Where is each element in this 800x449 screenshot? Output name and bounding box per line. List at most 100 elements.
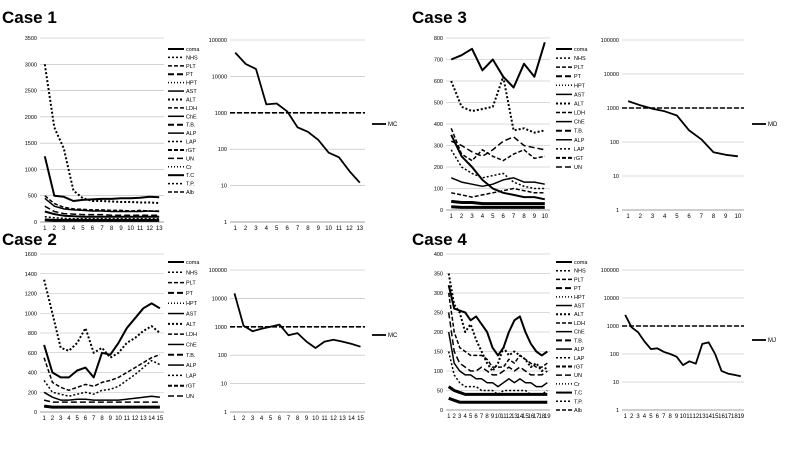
legend-entry: T.C	[186, 173, 194, 179]
legend-entry: NHS	[186, 270, 198, 276]
legend-entry: T.B.	[186, 353, 196, 359]
x-tick-label: 8	[668, 414, 672, 420]
legend-entry: T.B.	[574, 129, 584, 135]
legend-entry: PT	[574, 74, 582, 80]
y-tick-label: 400	[434, 252, 443, 258]
series-line	[450, 136, 545, 158]
y-tick-label: 200	[434, 165, 443, 171]
legend-entry: LDH	[186, 106, 197, 112]
y-tick-label: 1600	[25, 252, 37, 258]
legend-entry: LDH	[574, 321, 585, 327]
x-tick-label: 8	[296, 416, 300, 422]
y-tick-label: 350	[434, 272, 443, 278]
x-tick-label: 18	[538, 414, 545, 420]
x-tick-label: 5	[675, 214, 679, 220]
series-line	[447, 385, 548, 396]
legend-entry: PLT	[186, 281, 196, 287]
legend-entry: AST	[186, 89, 197, 95]
x-tick-label: 8	[712, 214, 716, 220]
y-tick-label: 0	[34, 410, 37, 416]
x-tick-label: 5	[269, 416, 273, 422]
x-tick-label: 13	[140, 416, 147, 422]
legend-entry: LAP	[186, 140, 197, 146]
series-line	[43, 404, 160, 409]
x-tick-label: 10	[115, 416, 122, 422]
x-tick-label: 9	[724, 214, 728, 220]
x-tick-label: 3	[251, 416, 255, 422]
y-tick-label: 50	[437, 389, 443, 395]
x-tick-label: 1	[624, 414, 628, 420]
x-tick-label: 13	[511, 414, 518, 420]
legend-entry: coma	[186, 260, 200, 266]
x-tick-label: 4	[643, 414, 647, 420]
x-tick-label: 9	[533, 214, 537, 220]
x-tick-label: 2	[242, 416, 246, 422]
legend-entry: rGT	[574, 364, 584, 370]
series-line	[44, 195, 160, 212]
y-tick-label: 100000	[601, 38, 619, 44]
y-tick-label: 0	[34, 220, 37, 226]
x-tick-label: 4	[265, 226, 269, 232]
x-tick-label: 9	[491, 414, 495, 420]
y-tick-label: 10000	[604, 72, 619, 78]
x-tick-label: 10	[735, 214, 742, 220]
x-tick-label: 1	[626, 214, 630, 220]
legend-entry: MD	[768, 122, 778, 128]
series-line	[43, 64, 160, 205]
x-tick-label: 10	[680, 414, 687, 420]
x-tick-label: 8	[485, 414, 489, 420]
x-tick-label: 10	[495, 414, 502, 420]
legend-entry: NHS	[186, 55, 198, 61]
y-tick-label: 200	[434, 330, 443, 336]
y-tick-label: 3500	[25, 36, 37, 42]
series-line	[450, 177, 545, 188]
y-tick-label: 100	[218, 353, 227, 359]
legend-entry: UN	[574, 165, 582, 171]
x-tick-label: 13	[156, 226, 163, 232]
x-tick-label: 12	[692, 414, 699, 420]
x-tick-label: 11	[321, 416, 328, 422]
y-tick-label: 1000	[25, 311, 37, 317]
y-tick-label: 10000	[212, 74, 227, 80]
y-tick-label: 250	[434, 311, 443, 317]
y-tick-label: 10	[221, 382, 227, 388]
legend-entry: Alb	[186, 190, 194, 196]
series-line	[43, 399, 160, 403]
y-tick-label: 100	[218, 147, 227, 153]
x-tick-label: 11	[500, 414, 507, 420]
y-tick-label: 500	[434, 101, 443, 107]
series-line	[234, 51, 361, 184]
x-tick-label: 8	[306, 226, 310, 232]
y-tick-label: 1500	[25, 141, 37, 147]
y-tick-label: 100000	[209, 268, 227, 274]
series-line	[43, 359, 161, 397]
y-tick-label: 1000	[607, 324, 619, 330]
y-tick-label: 150	[434, 350, 443, 356]
x-tick-label: 4	[663, 214, 667, 220]
x-tick-label: 11	[124, 416, 131, 422]
x-tick-label: 6	[91, 226, 95, 232]
x-tick-label: 12	[132, 416, 139, 422]
x-tick-label: 10	[312, 416, 319, 422]
legend-entry: PT	[186, 72, 194, 78]
series-line	[450, 134, 546, 201]
y-tick-label: 1000	[607, 106, 619, 112]
x-tick-label: 2	[51, 416, 55, 422]
x-tick-label: 6	[84, 416, 88, 422]
legend-entry: T.P.	[574, 399, 583, 405]
x-tick-label: 4	[67, 416, 71, 422]
legend-entry: T.C	[574, 391, 582, 397]
legend-entry: Cr	[574, 382, 580, 388]
x-tick-label: 15	[712, 414, 719, 420]
x-tick-label: 2	[244, 226, 248, 232]
x-tick-label: 3	[458, 414, 462, 420]
y-tick-label: 1000	[215, 325, 227, 331]
legend-entry: ALP	[186, 363, 197, 369]
y-tick-label: 800	[434, 36, 443, 42]
x-tick-label: 7	[287, 416, 291, 422]
case-4-legend: coma NHS PLT PT HPT AST ALT LDH ChE T.B. ALP LAP rGT…	[556, 260, 588, 414]
x-tick-label: 1	[42, 416, 46, 422]
x-tick-label: 5	[81, 226, 85, 232]
